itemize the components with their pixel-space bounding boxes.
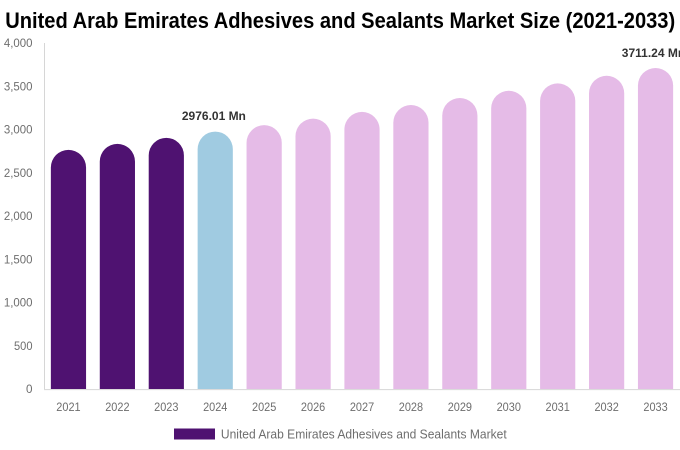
svg-text:2031: 2031 [546,400,571,414]
svg-text:1,500: 1,500 [4,252,33,266]
svg-text:3,500: 3,500 [4,79,33,93]
svg-text:United Arab Emirates Adhesives: United Arab Emirates Adhesives and Seala… [221,427,507,442]
svg-text:2023: 2023 [154,400,179,414]
svg-text:2033: 2033 [643,400,668,414]
svg-text:2029: 2029 [448,400,473,414]
svg-text:4,000: 4,000 [4,36,33,50]
svg-text:2027: 2027 [350,400,375,414]
svg-text:2032: 2032 [594,400,619,414]
svg-text:2025: 2025 [252,400,277,414]
svg-text:2028: 2028 [399,400,424,414]
svg-text:3711.24 Mn: 3711.24 Mn [622,46,680,60]
svg-text:3,000: 3,000 [4,123,33,137]
svg-text:2,500: 2,500 [4,166,33,180]
svg-text:2026: 2026 [301,400,326,414]
svg-text:2022: 2022 [105,400,130,414]
svg-text:0: 0 [26,382,33,396]
svg-text:2024: 2024 [203,400,228,414]
svg-text:500: 500 [14,339,33,353]
svg-text:1,000: 1,000 [4,296,33,310]
svg-text:United Arab Emirates Adhesives: United Arab Emirates Adhesives and Seala… [5,8,675,33]
svg-text:2,000: 2,000 [4,209,33,223]
svg-text:2021: 2021 [56,400,81,414]
svg-text:2976.01 Mn: 2976.01 Mn [182,109,246,123]
svg-text:2030: 2030 [497,400,522,414]
